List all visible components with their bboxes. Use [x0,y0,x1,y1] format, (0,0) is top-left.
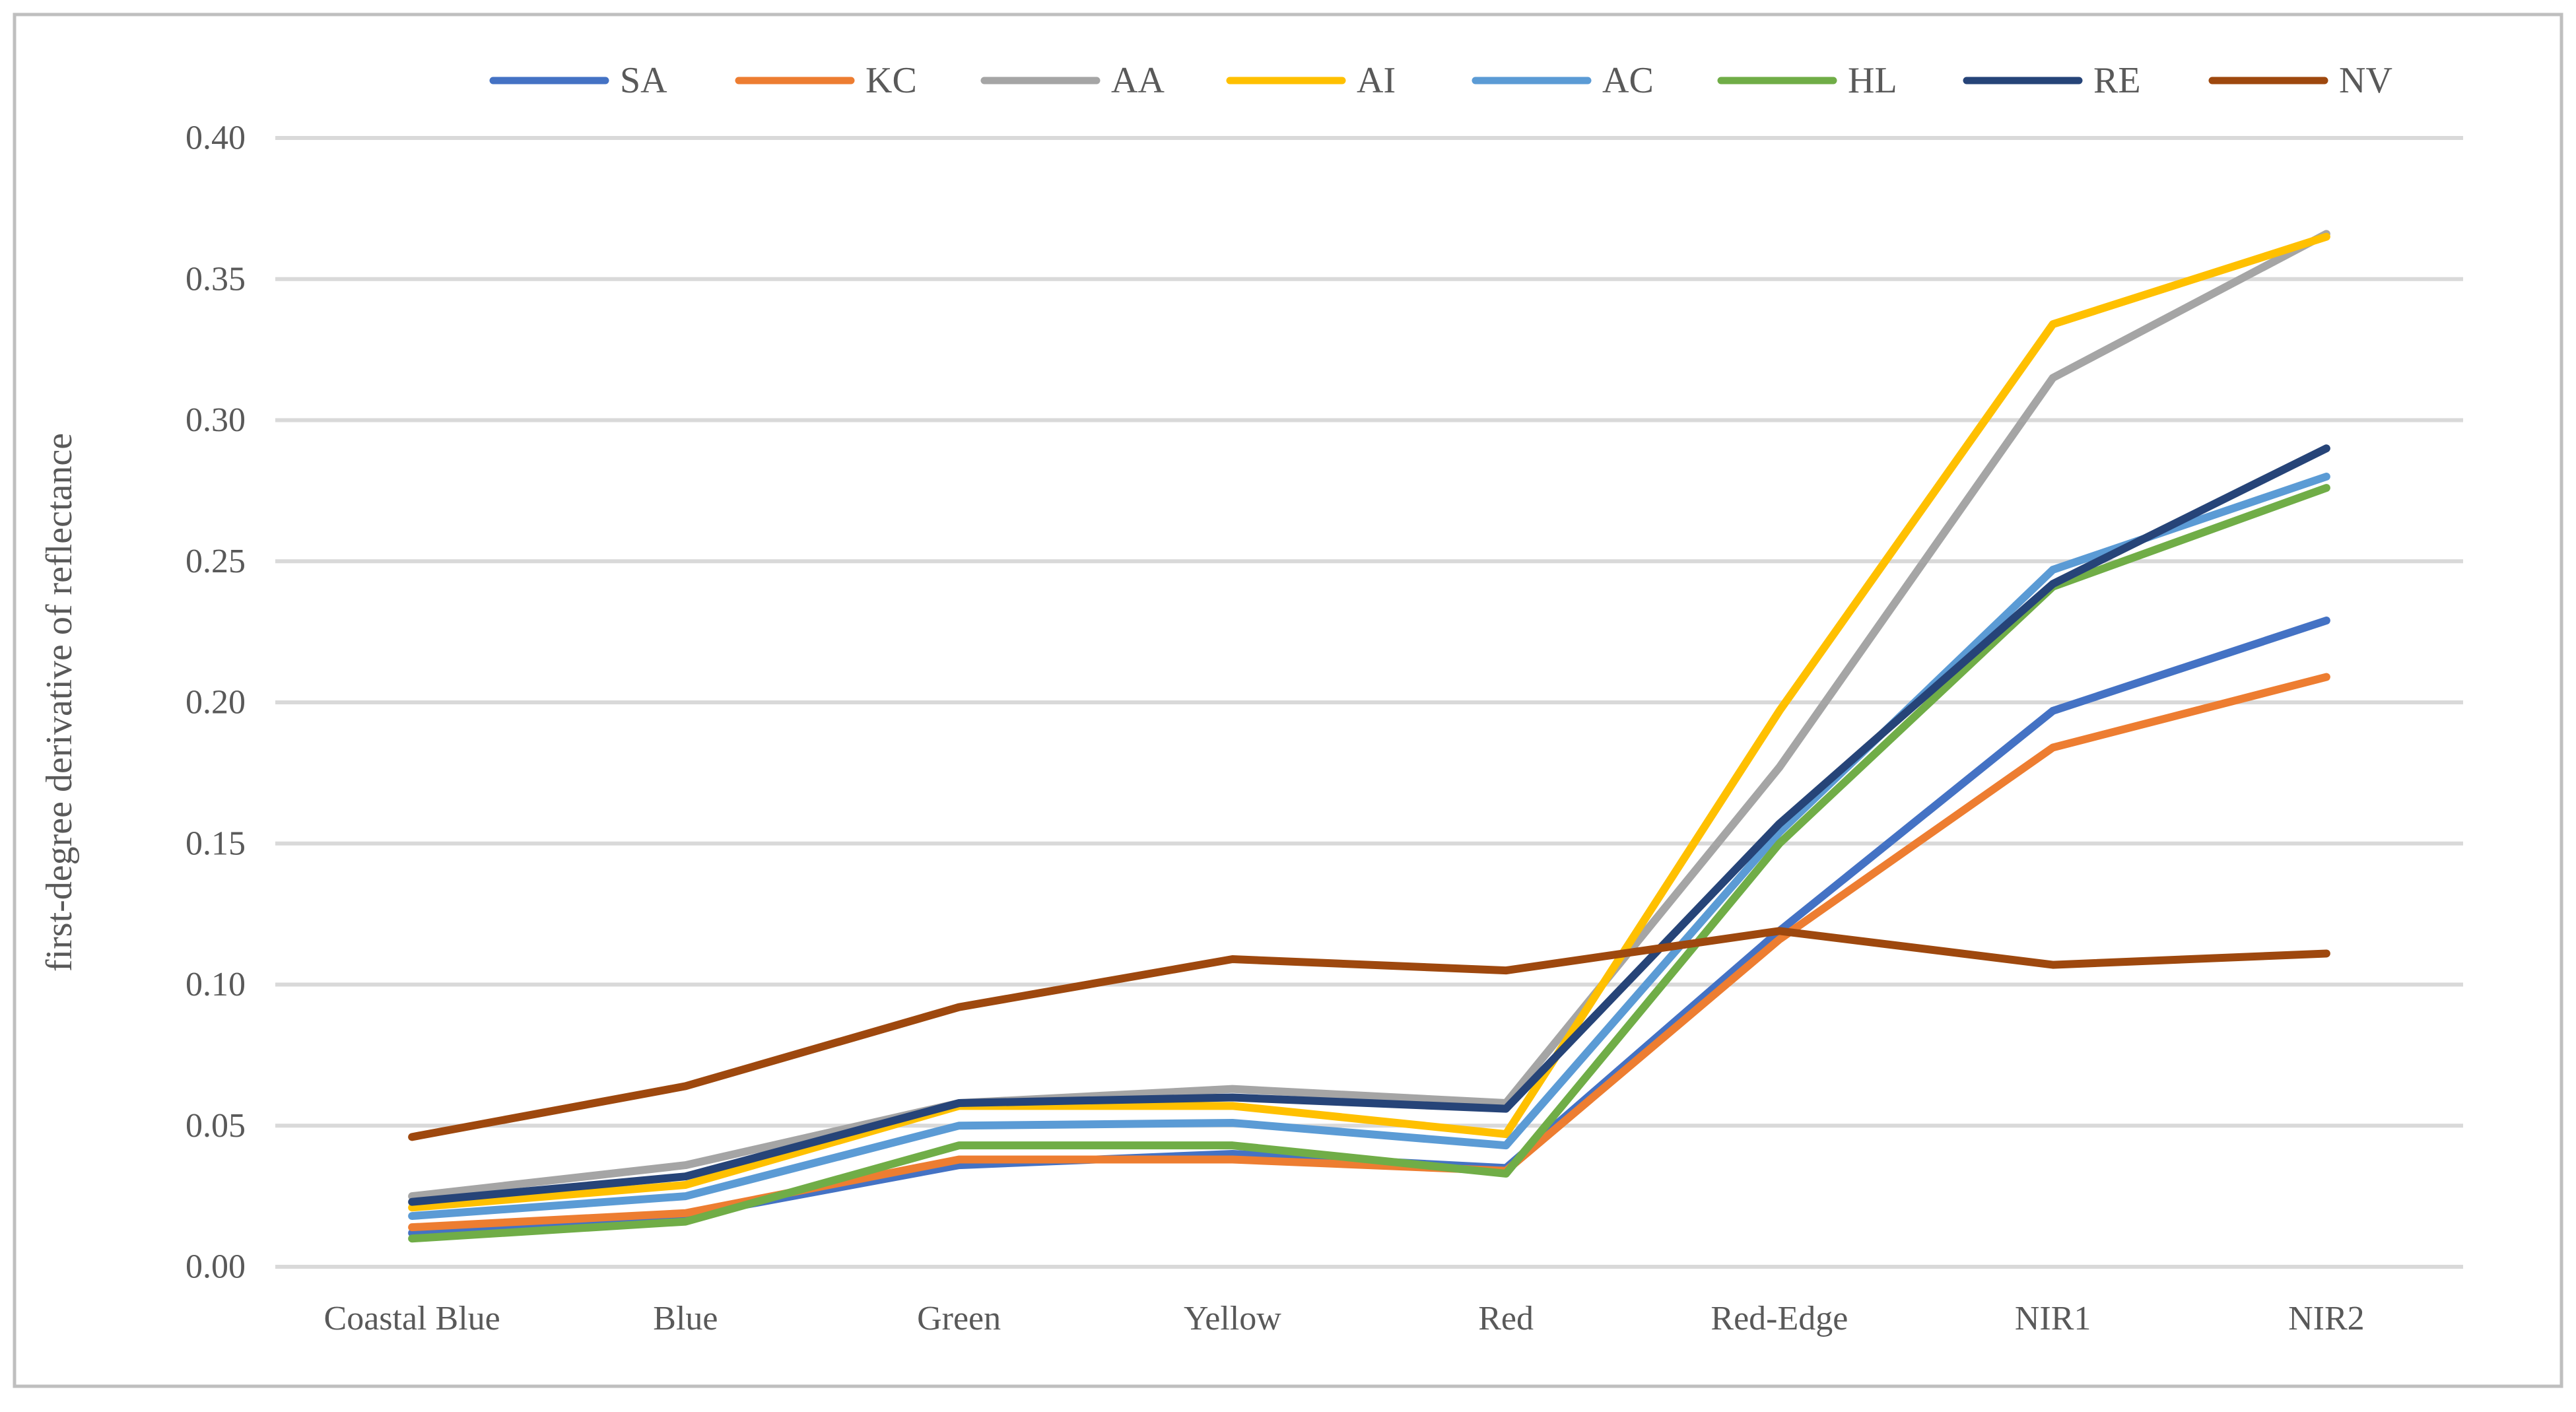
legend-item-AC: AC [1472,60,1654,101]
y-axis-title: first-degree derivative of reflectance [39,433,80,972]
y-tick-label: 0.05 [186,1107,246,1145]
legend-label-HL: HL [1848,60,1897,101]
x-axis-label: NIR2 [2288,1300,2365,1337]
series-line-AC [408,473,2330,1221]
series-line-KC [408,673,2330,1232]
gridlines [275,136,2463,1269]
x-axis-label: NIR1 [2015,1300,2091,1337]
y-tick-label: 0.10 [186,966,246,1003]
x-axis-label: Green [917,1300,1001,1337]
legend-item-RE: RE [1963,60,2141,101]
y-tick-label: 0.15 [186,824,246,862]
series-line-AA [408,230,2330,1201]
legend-label-NV: NV [2339,60,2392,101]
y-tick-label: 0.25 [186,543,246,580]
legend: SA KC AA AI AC HL RE NV [489,60,2392,101]
legend-label-RE: RE [2093,60,2141,101]
series-lines [408,230,2330,1243]
series-line-SA [408,617,2330,1237]
figure-border [13,13,2563,1388]
legend-item-NV: NV [2208,60,2392,101]
legend-item-SA: SA [489,60,667,101]
legend-label-KC: KC [865,60,917,101]
series-line-NV [408,927,2330,1141]
series-line-AI [408,232,2330,1212]
legend-label-AA: AA [1111,60,1165,101]
legend-item-HL: HL [1717,60,1897,101]
series-line-HL [408,484,2330,1243]
y-tick-label: 0.20 [186,684,246,722]
y-axis-tick-labels: 0.00 0.05 0.10 0.15 0.20 0.25 0.30 0.35 0.40 [186,119,246,1286]
y-tick-label: 0.00 [186,1248,246,1286]
legend-label-AI: AI [1357,60,1396,101]
y-tick-label: 0.30 [186,401,246,439]
x-axis-category-labels: Coastal Blue Blue Green Yellow Red Red-Edge NI… [324,1300,2365,1337]
legend-label-AC: AC [1602,60,1654,101]
x-axis-label: Yellow [1184,1300,1281,1337]
legend-item-AA: AA [980,60,1165,101]
legend-item-AI: AI [1226,60,1396,101]
y-tick-label: 0.40 [186,119,246,157]
x-axis-label: Blue [653,1300,718,1337]
x-axis-label: Red [1478,1300,1534,1337]
y-tick-label: 0.35 [186,260,246,298]
x-axis-label: Coastal Blue [324,1300,500,1337]
legend-item-KC: KC [735,60,917,101]
x-axis-label: Red-Edge [1711,1300,1848,1337]
legend-label-SA: SA [620,60,667,101]
series-line-RE [408,444,2330,1206]
